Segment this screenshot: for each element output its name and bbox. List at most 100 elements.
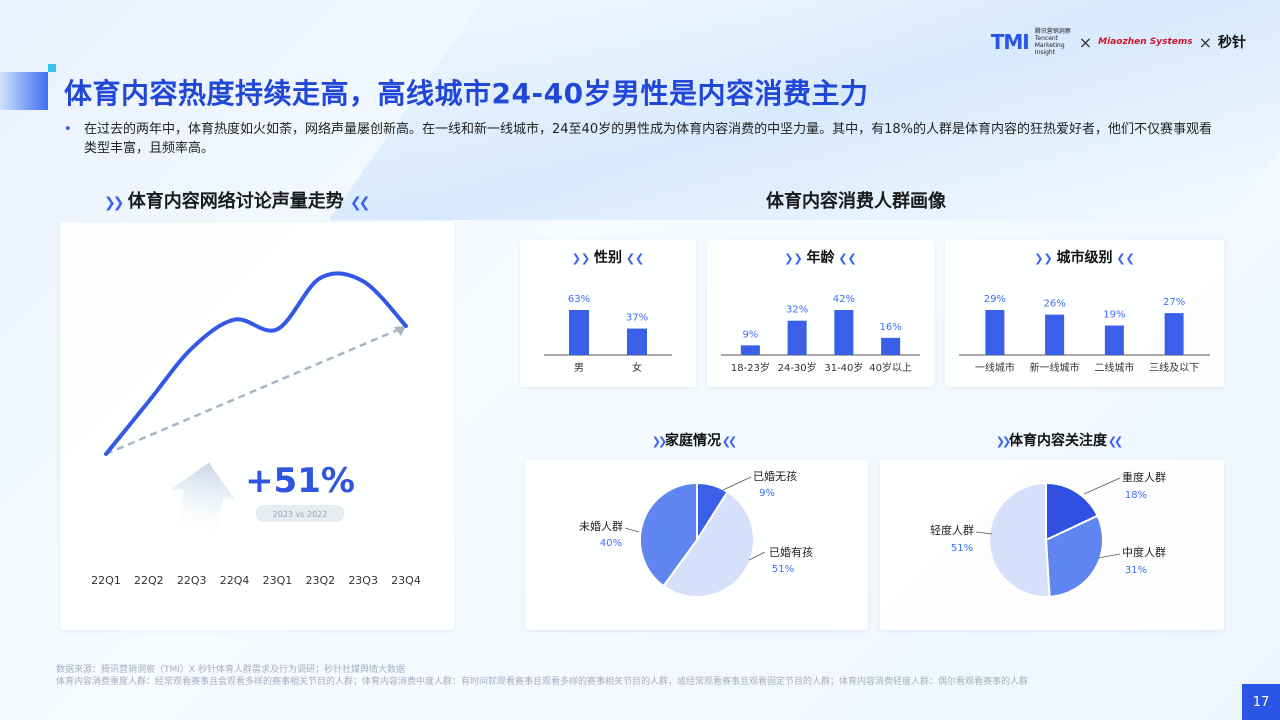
bar [834, 310, 854, 355]
tmi-logo-subtitle: 腾讯营销洞察 Tencent Marketing Insight [1034, 28, 1071, 56]
bar-chart-title-text: 年龄 [807, 249, 836, 266]
pie-slice-name: 重度人群 [1122, 470, 1166, 484]
growth-note: 2023 vs 2022 [273, 510, 328, 519]
growth-note-pill [256, 505, 344, 522]
bar-chart-title: ❯❯ 性别 ❮❮ [572, 249, 645, 266]
bar [985, 310, 1005, 355]
page-description: • 在过去的两年中，体育热度如火如荼，网络声量屡创新高。在一线和新一线城市，24… [64, 120, 1224, 158]
x-tick-label: 22Q1 [91, 574, 121, 587]
bar-value-label: 27% [1163, 297, 1185, 308]
growth-label: +51% [245, 461, 355, 501]
pie-slice-name: 中度人群 [1122, 545, 1166, 559]
pie-slice-name: 未婚人群 [579, 519, 623, 533]
pie-leader-line [1083, 477, 1121, 495]
chevron-left-icon: ❮❮ [721, 435, 737, 448]
trend-title-text: 体育内容网络讨论声量走势 [127, 191, 344, 212]
trend-panel: +51% 2023 vs 2022 22Q1 22Q2 22Q3 22Q4 23Q1 23… [60, 222, 454, 630]
bar [881, 337, 901, 355]
pie-chart-title: ❯❯ 家庭情况 ❮❮ [651, 430, 738, 450]
bar [1164, 313, 1184, 355]
pie-chart-title-text: 体育内容关注度 [1009, 433, 1107, 449]
bar-value-label: 19% [1103, 310, 1125, 321]
title-accent-dot [48, 64, 56, 72]
bar-chart-title: ❯❯ 年龄 ❮❮ [784, 249, 857, 266]
bar-value-label: 63% [568, 294, 590, 305]
trend-arrowhead-icon [394, 326, 406, 336]
pie-slice [1045, 481, 1099, 542]
description-text: 在过去的两年中，体育热度如火如荼，网络声量屡创新高。在一线和新一线城市，24至4… [84, 122, 1212, 156]
pie-slice-value: 9% [759, 488, 775, 499]
pie-leader-line [1097, 553, 1121, 559]
bar [627, 328, 647, 355]
bar-chart-title-text: 性别 [594, 249, 622, 266]
bar-category-label: 三线及以下 [1149, 361, 1199, 374]
city-bar-chart: ❯❯ 城市级别 ❮❮ 29% 一线城市 26% 新一线城市 19% 二线城市 27% 三线及以下 [959, 249, 1210, 374]
portrait-section-title: 体育内容消费人群画像 [766, 191, 946, 212]
chevron-right-icon: ❯❯ [1034, 252, 1056, 265]
bar-value-label: 32% [786, 305, 808, 316]
pie-slice-value: 51% [772, 564, 794, 575]
chevron-right-icon: ❯❯ [651, 435, 667, 448]
pie-slice-value: 51% [951, 543, 973, 554]
chevron-right-icon: ❯❯ [572, 252, 594, 265]
trend-section-title: ❯❯ 体育内容网络讨论声量走势 ❮❮ [104, 187, 371, 213]
pie-leader-line [722, 476, 752, 491]
pie-leader-line [748, 551, 766, 561]
pie-slice [988, 481, 1051, 598]
bar-value-label: 29% [984, 294, 1006, 305]
bar-category-label: 18-23岁 [731, 361, 770, 374]
footer-source: 数据来源：腾讯营销洞察（TMI）X 秒针体育人群需求及行为调研；秒针社媒舆情大数… [56, 665, 405, 675]
chevron-left-icon: ❮❮ [835, 252, 857, 265]
x-tick-label: 22Q4 [220, 574, 250, 587]
x-tick-label: 23Q2 [305, 574, 335, 587]
chevron-left-icon: ❮❮ [350, 195, 371, 211]
page-number: 17 [1242, 684, 1280, 720]
bar-category-label: 一线城市 [975, 361, 1015, 374]
bar-value-label: 9% [742, 329, 758, 340]
pie-slice-name: 轻度人群 [930, 523, 974, 537]
footer-definitions: 体育内容消费重度人群：经常观看赛事且会观看多样的赛事相关节目的人群；体育内容消费… [56, 677, 1029, 687]
logo-group: TMI 腾讯营销洞察 Tencent Marketing Insight × M… [991, 28, 1246, 56]
chevron-right-icon: ❯❯ [784, 252, 806, 265]
bar [569, 310, 589, 355]
bar [1045, 314, 1065, 355]
bar-value-label: 16% [880, 322, 902, 333]
bar-category-label: 男 [574, 362, 584, 374]
trend-line-chart: +51% 2023 vs 2022 22Q1 22Q2 22Q3 22Q4 23Q1 23… [91, 271, 421, 587]
bar-category-label: 新一线城市 [1030, 361, 1080, 374]
trend-series-line [104, 271, 408, 456]
bar-chart-title: ❯❯ 城市级别 ❮❮ [1034, 249, 1135, 266]
pie-slice [639, 481, 698, 588]
bar-value-label: 42% [833, 294, 855, 305]
chevron-left-icon: ❮❮ [622, 252, 644, 265]
pie-leader-line [624, 527, 640, 533]
page-title: 体育内容热度持续走高，高线城市24-40岁男性是内容消费主力 [64, 77, 869, 110]
bullet-icon: • [64, 122, 72, 137]
chevron-left-icon: ❮❮ [1107, 435, 1123, 448]
pie-leader-line [975, 531, 993, 535]
miaozhen-logo: Miaozhen Systems [1098, 36, 1193, 47]
pie-slice [1044, 514, 1104, 598]
bar-chart-title-text: 城市级别 [1057, 249, 1113, 266]
x-tick-label: 23Q3 [348, 574, 378, 587]
x-tick-label: 22Q2 [134, 574, 164, 587]
family-panel: 已婚无孩 9% 已婚有孩 51% 未婚人群 40% [525, 460, 868, 630]
logo-separator-2: × [1198, 32, 1212, 52]
chevron-right-icon: ❯❯ [995, 435, 1011, 448]
city-panel: ❯❯ 城市级别 ❮❮ 29% 一线城市 26% 新一线城市 19% 二线城市 27% 三线及以下 [945, 240, 1224, 387]
pie-slice-value: 18% [1125, 490, 1147, 501]
pie-slice-name: 已婚有孩 [769, 545, 813, 559]
trend-dashed-line [105, 326, 403, 456]
bar [740, 345, 760, 355]
bar-category-label: 40岁以上 [869, 361, 912, 374]
bar-value-label: 26% [1044, 299, 1066, 310]
chevron-left-icon: ❮❮ [1113, 252, 1135, 265]
x-tick-label: 22Q3 [177, 574, 207, 587]
pie-slice [662, 490, 755, 598]
x-tick-label: 23Q1 [263, 574, 293, 587]
pie-slice-name: 已婚无孩 [753, 469, 797, 483]
tmi-logo: TMI [990, 30, 1030, 54]
attention-panel: 重度人群 18% 中度人群 31% 轻度人群 51% [880, 460, 1224, 630]
age-bar-chart: ❯❯ 年龄 ❮❮ 9% 18-23岁 32% 24-30岁 42% 31-40岁 16% 40岁… [721, 249, 920, 374]
attention-pie-chart: 重度人群 18% 中度人群 31% 轻度人群 51% [930, 470, 1166, 598]
